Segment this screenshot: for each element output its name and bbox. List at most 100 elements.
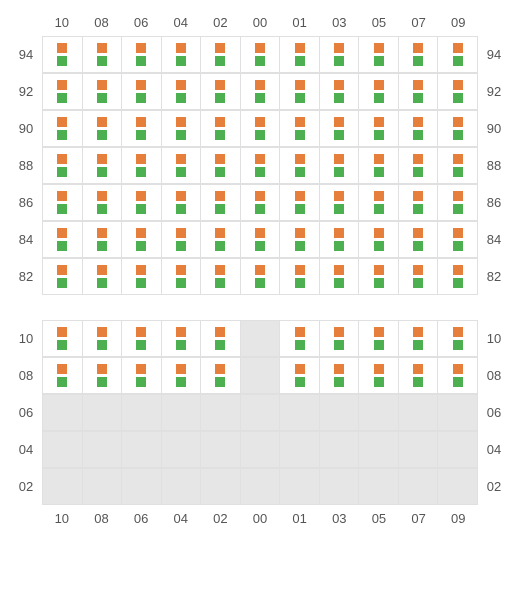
indicator-b <box>215 167 225 177</box>
indicator-a <box>453 228 463 238</box>
indicator-a <box>295 117 305 127</box>
row-label-right: 06 <box>478 405 510 420</box>
slot-populated <box>241 222 281 258</box>
slot-populated <box>122 185 162 221</box>
slot-populated <box>83 259 123 295</box>
slot-populated <box>122 37 162 73</box>
slot-populated <box>241 37 281 73</box>
indicator-a <box>413 117 423 127</box>
indicator-a <box>97 154 107 164</box>
col-label: 06 <box>121 15 161 30</box>
indicator-a <box>97 265 107 275</box>
indicator-a <box>97 228 107 238</box>
slot-populated <box>43 259 83 295</box>
row-label-left: 08 <box>10 368 42 383</box>
indicator-a <box>295 327 305 337</box>
grid-body: 10100808060604040202 <box>10 320 510 505</box>
indicator-a <box>413 228 423 238</box>
slot-populated <box>399 37 439 73</box>
indicator-b <box>334 130 344 140</box>
col-label: 02 <box>201 511 241 526</box>
indicator-b <box>374 56 384 66</box>
slot-empty <box>320 469 360 505</box>
indicator-b <box>295 340 305 350</box>
indicator-b <box>176 340 186 350</box>
indicator-b <box>255 278 265 288</box>
indicator-a <box>136 364 146 374</box>
indicator-b <box>176 241 186 251</box>
indicator-a <box>215 117 225 127</box>
indicator-a <box>97 191 107 201</box>
slot-populated <box>320 259 360 295</box>
indicator-b <box>374 241 384 251</box>
indicator-b <box>334 93 344 103</box>
slot-populated <box>438 74 478 110</box>
indicator-b <box>57 56 67 66</box>
indicator-b <box>176 377 186 387</box>
indicator-a <box>57 364 67 374</box>
indicator-a <box>136 265 146 275</box>
indicator-b <box>453 167 463 177</box>
indicator-a <box>176 154 186 164</box>
slot-populated <box>241 185 281 221</box>
indicator-b <box>215 130 225 140</box>
indicator-b <box>453 130 463 140</box>
slot-empty <box>320 395 360 431</box>
slot-populated <box>359 74 399 110</box>
indicator-b <box>57 204 67 214</box>
slot-populated <box>83 185 123 221</box>
indicator-a <box>255 43 265 53</box>
slot-populated <box>162 222 202 258</box>
indicator-a <box>57 117 67 127</box>
slot-populated <box>43 358 83 394</box>
slot-populated <box>399 358 439 394</box>
row-label-left: 86 <box>10 195 42 210</box>
indicator-b <box>295 93 305 103</box>
indicator-a <box>215 80 225 90</box>
indicator-b <box>176 167 186 177</box>
indicator-b <box>215 340 225 350</box>
slot-empty <box>83 469 123 505</box>
indicator-a <box>57 43 67 53</box>
slot-populated <box>43 321 83 357</box>
slot-empty <box>241 395 281 431</box>
row-label-right: 84 <box>478 232 510 247</box>
slot-populated <box>241 259 281 295</box>
grid-row: 9292 <box>10 73 510 110</box>
indicator-b <box>334 278 344 288</box>
indicator-b <box>255 167 265 177</box>
col-label: 07 <box>399 15 439 30</box>
slot-populated <box>43 37 83 73</box>
indicator-b <box>215 93 225 103</box>
slot-populated <box>399 185 439 221</box>
indicator-b <box>295 241 305 251</box>
grid-row: 8484 <box>10 221 510 258</box>
row-label-left: 82 <box>10 269 42 284</box>
indicator-a <box>97 327 107 337</box>
indicator-a <box>97 117 107 127</box>
slot-populated <box>241 74 281 110</box>
indicator-a <box>215 327 225 337</box>
indicator-b <box>413 278 423 288</box>
indicator-b <box>374 93 384 103</box>
slot-populated <box>320 37 360 73</box>
indicator-a <box>295 364 305 374</box>
indicator-b <box>176 130 186 140</box>
indicator-a <box>453 191 463 201</box>
slot-populated <box>162 259 202 295</box>
indicator-a <box>176 228 186 238</box>
indicator-a <box>57 154 67 164</box>
indicator-b <box>334 56 344 66</box>
indicator-a <box>136 80 146 90</box>
slot-empty <box>359 469 399 505</box>
indicator-b <box>97 377 107 387</box>
indicator-a <box>334 327 344 337</box>
indicator-a <box>374 228 384 238</box>
indicator-a <box>97 364 107 374</box>
indicator-a <box>295 228 305 238</box>
slot-populated <box>83 358 123 394</box>
indicator-b <box>453 56 463 66</box>
col-label: 00 <box>240 15 280 30</box>
slot-populated <box>320 148 360 184</box>
slot-empty <box>162 432 202 468</box>
